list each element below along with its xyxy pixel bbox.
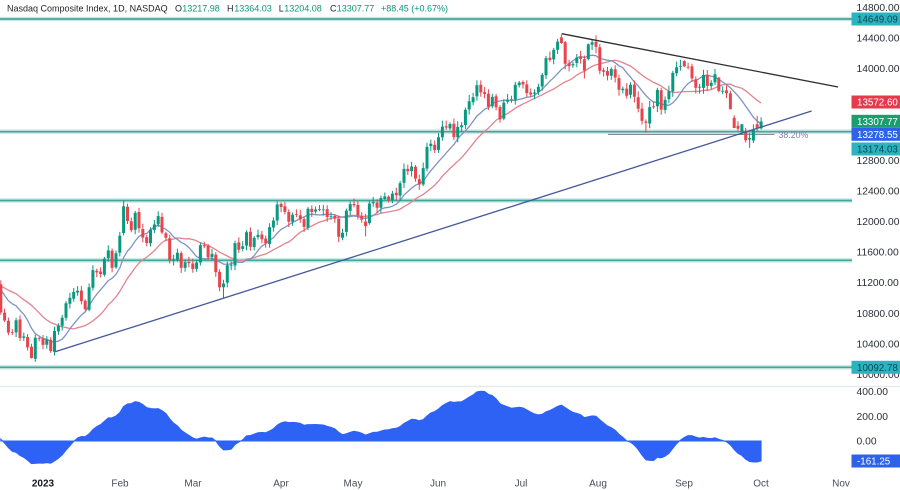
svg-text:14649.09: 14649.09 <box>857 15 898 26</box>
svg-text:10800.00: 10800.00 <box>857 309 900 320</box>
svg-text:May: May <box>344 479 363 490</box>
svg-text:Aug: Aug <box>589 479 607 490</box>
svg-text:12000.00: 12000.00 <box>857 217 900 228</box>
svg-text:14800.00: 14800.00 <box>857 3 900 14</box>
svg-text:13278.55: 13278.55 <box>857 130 898 141</box>
svg-text:10000.00: 10000.00 <box>857 370 900 381</box>
svg-text:10092.78: 10092.78 <box>857 363 898 374</box>
svg-text:14000.00: 14000.00 <box>857 64 900 75</box>
svg-text:0.00: 0.00 <box>857 437 877 448</box>
svg-text:-161.25: -161.25 <box>857 457 891 468</box>
svg-text:Nasdaq Composite Index, 1D, NA: Nasdaq Composite Index, 1D, NASDAQ O13217… <box>7 3 448 13</box>
svg-text:38.20%: 38.20% <box>779 130 809 140</box>
svg-text:Oct: Oct <box>753 479 769 490</box>
svg-text:12800.00: 12800.00 <box>857 156 900 167</box>
svg-text:Nov: Nov <box>832 479 850 490</box>
svg-text:Mar: Mar <box>184 479 202 490</box>
svg-text:2023: 2023 <box>32 479 55 490</box>
svg-text:11200.00: 11200.00 <box>857 278 899 289</box>
svg-text:200.00: 200.00 <box>857 412 889 423</box>
svg-text:13174.03: 13174.03 <box>857 145 898 156</box>
svg-text:14400.00: 14400.00 <box>857 34 900 45</box>
svg-text:11600.00: 11600.00 <box>857 248 899 259</box>
svg-text:400.00: 400.00 <box>857 387 889 398</box>
svg-text:Feb: Feb <box>111 479 129 490</box>
svg-text:Jun: Jun <box>430 479 446 490</box>
svg-text:12400.00: 12400.00 <box>857 187 900 198</box>
svg-text:Apr: Apr <box>273 479 289 490</box>
svg-text:13572.60: 13572.60 <box>857 98 898 109</box>
svg-text:13307.77: 13307.77 <box>857 117 898 128</box>
svg-text:Jul: Jul <box>515 479 528 490</box>
svg-text:Sep: Sep <box>675 479 693 490</box>
svg-text:10400.00: 10400.00 <box>857 339 900 350</box>
